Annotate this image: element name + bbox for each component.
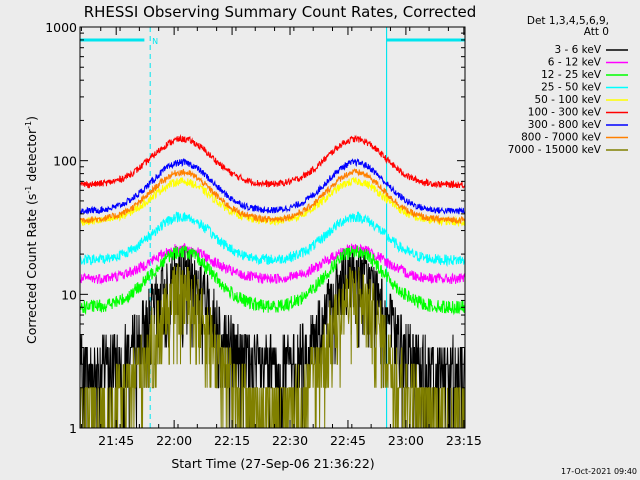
series-line bbox=[79, 134, 466, 189]
y-tick-label: 1 bbox=[69, 421, 77, 436]
legend-entry-label: 800 - 7000 keV bbox=[521, 132, 602, 144]
series-line bbox=[79, 263, 466, 429]
x-tick-label: 22:30 bbox=[272, 433, 308, 448]
legend-header: Att 0 bbox=[584, 26, 609, 38]
legend-entry-label: 3 - 6 keV bbox=[554, 44, 601, 56]
series-line bbox=[79, 243, 466, 285]
legend-entry-label: 100 - 300 keV bbox=[528, 107, 602, 119]
legend-entry-label: 50 - 100 keV bbox=[534, 94, 601, 106]
series-line bbox=[79, 176, 466, 228]
x-axis-label: Start Time (27-Sep-06 21:36:22) bbox=[171, 456, 374, 471]
axes-frame bbox=[79, 26, 466, 429]
series-line bbox=[79, 168, 466, 225]
legend-entry-label: 6 - 12 keV bbox=[548, 57, 602, 69]
series-line bbox=[79, 245, 466, 316]
legend-header: Det 1,3,4,5,6,9, bbox=[527, 15, 609, 27]
axes-layer: 1 10 100 1000 21:45 22:00 22:15 22:30 22:45 23:00… bbox=[45, 20, 482, 448]
x-tick-label: 22:45 bbox=[330, 433, 366, 448]
series-line bbox=[79, 210, 466, 268]
x-tick-label: 22:15 bbox=[214, 433, 250, 448]
x-tick-label: 22:00 bbox=[156, 433, 192, 448]
legend-entry-label: 25 - 50 keV bbox=[541, 82, 602, 94]
legend-entry-label: 12 - 25 keV bbox=[541, 69, 602, 81]
y-axis-label: Corrected Count Rate (s-1 detector-1) bbox=[24, 116, 39, 344]
x-tick-label: 23:15 bbox=[446, 433, 482, 448]
y-tick-label: 1000 bbox=[45, 20, 77, 35]
chart-title: RHESSI Observing Summary Count Rates, Co… bbox=[84, 3, 477, 21]
legend-entry-label: 7000 - 15000 keV bbox=[508, 144, 602, 156]
y-tick-label: 100 bbox=[53, 154, 77, 169]
y-tick-label: 10 bbox=[61, 287, 77, 302]
series-line bbox=[79, 157, 466, 215]
x-tick-label: 23:00 bbox=[388, 433, 424, 448]
night-marker-label: N bbox=[152, 37, 158, 46]
legend-entry-label: 300 - 800 keV bbox=[528, 119, 602, 131]
x-tick-label: 21:45 bbox=[98, 433, 134, 448]
timestamp: 17-Oct-2021 09:40 bbox=[561, 467, 637, 476]
